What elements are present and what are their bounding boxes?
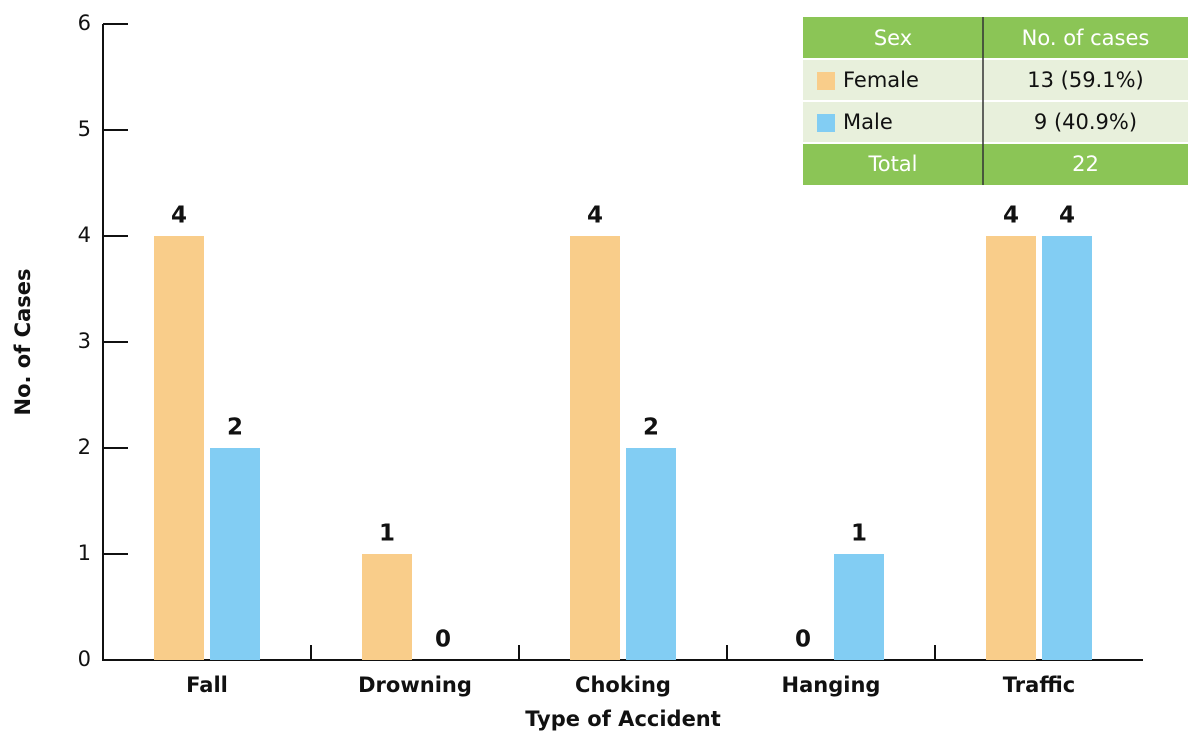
bar — [1042, 236, 1092, 660]
data-label: 0 — [435, 627, 451, 653]
table-row — [803, 59, 1188, 101]
x-tick-label: Hanging — [782, 673, 881, 697]
y-tick-label: 3 — [78, 329, 91, 353]
bar — [986, 236, 1036, 660]
bar — [626, 448, 676, 660]
x-tick-label: Drowning — [358, 673, 472, 697]
data-label: 0 — [795, 627, 811, 653]
data-label: 1 — [379, 521, 395, 547]
bar — [210, 448, 260, 660]
y-tick-label: 2 — [78, 435, 91, 459]
y-tick-label: 5 — [78, 117, 91, 141]
bar — [154, 236, 204, 660]
table-cell: Total — [867, 152, 917, 176]
x-tick-label: Fall — [186, 673, 228, 697]
x-tick-label: Traffic — [1003, 673, 1075, 697]
legend-swatch — [817, 72, 835, 90]
y-tick-label: 6 — [78, 11, 91, 35]
table-cell: No. of cases — [1022, 26, 1150, 50]
y-tick-label: 1 — [78, 541, 91, 565]
table-cell: 13 (59.1%) — [1027, 68, 1144, 92]
table-cell: Sex — [874, 26, 912, 50]
table-row — [803, 17, 1188, 59]
y-axis-label: No. of Cases — [11, 269, 35, 416]
table-cell: 22 — [1072, 152, 1099, 176]
data-label: 4 — [171, 203, 187, 229]
bar — [570, 236, 620, 660]
data-label: 1 — [851, 521, 867, 547]
legend-swatch — [817, 114, 835, 132]
data-label: 2 — [643, 415, 659, 441]
bar — [834, 554, 884, 660]
data-label: 4 — [1003, 203, 1019, 229]
table-cell: Female — [843, 68, 919, 92]
data-label: 4 — [1059, 203, 1075, 229]
data-label: 4 — [587, 203, 603, 229]
table-cell: Male — [843, 110, 893, 134]
data-label: 2 — [227, 415, 243, 441]
table-cell: 9 (40.9%) — [1034, 110, 1137, 134]
table-row — [803, 101, 1188, 143]
table-row — [803, 143, 1188, 185]
y-tick-label: 0 — [78, 647, 91, 671]
x-tick-label: Choking — [575, 673, 671, 697]
bar — [362, 554, 412, 660]
x-axis-label: Type of Accident — [525, 707, 721, 731]
y-tick-label: 4 — [78, 223, 91, 247]
